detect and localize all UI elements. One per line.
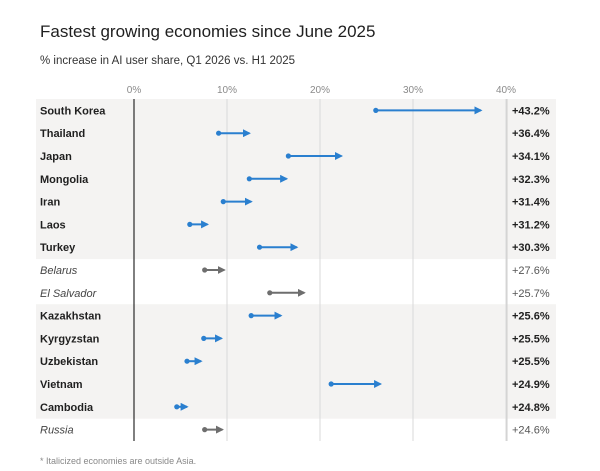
- start-point: [220, 199, 226, 205]
- row-background: [36, 372, 556, 396]
- start-point: [373, 107, 379, 113]
- row-background: [36, 304, 556, 328]
- x-tick-label: 20%: [310, 85, 330, 96]
- change-value: +25.6%: [512, 311, 550, 323]
- start-point: [184, 358, 190, 364]
- start-point: [201, 335, 207, 341]
- row-label: Iran: [40, 197, 60, 209]
- row-label: Japan: [40, 151, 72, 163]
- change-value: +30.3%: [512, 242, 550, 254]
- row-label: Kyrgyzstan: [40, 333, 100, 345]
- row-label: Vietnam: [40, 379, 83, 391]
- change-value: +25.5%: [512, 356, 550, 368]
- change-value: +25.5%: [512, 333, 550, 345]
- change-value: +34.1%: [512, 151, 550, 163]
- footnote: * Italicized economies are outside Asia.: [40, 456, 196, 466]
- change-value: +32.3%: [512, 174, 550, 186]
- start-point: [248, 313, 254, 319]
- row-background: [36, 327, 556, 351]
- change-value: +25.7%: [512, 288, 550, 300]
- change-value: +43.2%: [512, 105, 550, 117]
- change-value: +24.9%: [512, 379, 550, 391]
- row-label: South Korea: [40, 105, 106, 117]
- row-label: Russia: [40, 425, 74, 437]
- start-point: [267, 290, 273, 296]
- change-value: +24.8%: [512, 402, 550, 414]
- change-value: +31.2%: [512, 219, 550, 231]
- row-background: [36, 213, 556, 237]
- change-value: +24.6%: [512, 425, 550, 437]
- row-label: Thailand: [40, 128, 85, 140]
- change-value: +36.4%: [512, 128, 550, 140]
- row-label: Laos: [40, 219, 66, 231]
- row-label: El Salvador: [40, 288, 98, 300]
- x-tick-label: 10%: [217, 85, 237, 96]
- row-background: [36, 349, 556, 374]
- row-background: [36, 99, 556, 123]
- start-point: [202, 267, 208, 273]
- start-point: [328, 381, 334, 387]
- start-point: [202, 427, 208, 433]
- chart-title: Fastest growing economies since June 202…: [40, 22, 375, 41]
- change-value: +31.4%: [512, 197, 550, 209]
- row-label: Turkey: [40, 242, 76, 254]
- start-point: [285, 153, 291, 159]
- start-point: [187, 221, 193, 227]
- row-background: [36, 167, 556, 191]
- start-point: [216, 130, 222, 136]
- x-tick-label: 0%: [127, 85, 142, 96]
- start-point: [174, 404, 180, 410]
- row-background: [36, 121, 556, 146]
- x-tick-label: 30%: [403, 85, 423, 96]
- chart-subtitle: % increase in AI user share, Q1 2026 vs.…: [40, 55, 295, 67]
- row-label: Mongolia: [40, 174, 89, 186]
- row-label: Kazakhstan: [40, 311, 101, 323]
- row-background: [36, 190, 556, 214]
- row-label: Belarus: [40, 265, 78, 277]
- x-tick-label: 40%: [496, 85, 516, 96]
- start-point: [256, 244, 263, 250]
- row-background: [36, 395, 556, 419]
- row-label: Cambodia: [40, 402, 94, 414]
- row-label: Uzbekistan: [40, 356, 98, 368]
- start-point: [246, 176, 252, 182]
- change-value: +27.6%: [512, 265, 550, 277]
